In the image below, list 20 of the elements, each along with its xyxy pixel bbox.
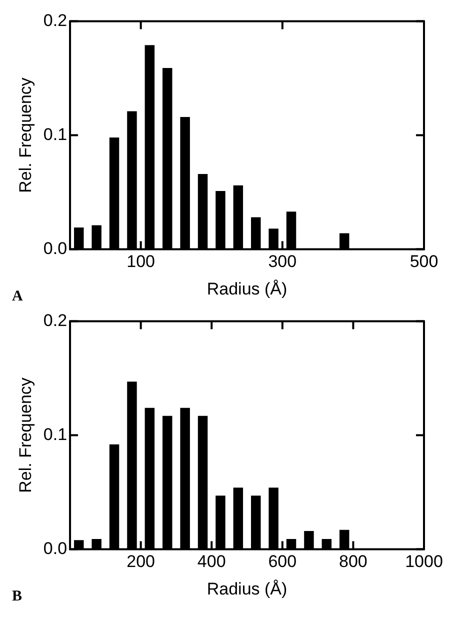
x-tick-label: 600: [268, 552, 297, 572]
x-tick-label: 1000: [405, 552, 443, 572]
x-tick-label: 400: [197, 552, 226, 572]
text: B: [12, 588, 22, 604]
x-tick-label: 800: [339, 552, 368, 572]
y-tick-label: 0.2: [43, 310, 68, 330]
x-axis-title: Radius (Å): [206, 579, 288, 598]
x-tick-label: 100: [126, 252, 156, 272]
x-tick-label: 500: [410, 252, 438, 272]
y-tick-label: 0.0: [43, 238, 68, 258]
y-tick-label: 0.1: [43, 424, 68, 444]
y-tick-label: 0.2: [43, 10, 68, 30]
x-tick-label: 300: [268, 252, 297, 272]
y-axis-title: Rel. Frequency: [16, 77, 35, 193]
x-axis-title: Radius (Å): [206, 279, 288, 298]
y-tick-label: 0.1: [43, 124, 68, 144]
y-axis-title: Rel. Frequency: [16, 377, 35, 493]
text: A: [12, 288, 23, 304]
y-tick-label: 0.0: [43, 538, 68, 558]
x-tick-label: 200: [126, 552, 156, 572]
